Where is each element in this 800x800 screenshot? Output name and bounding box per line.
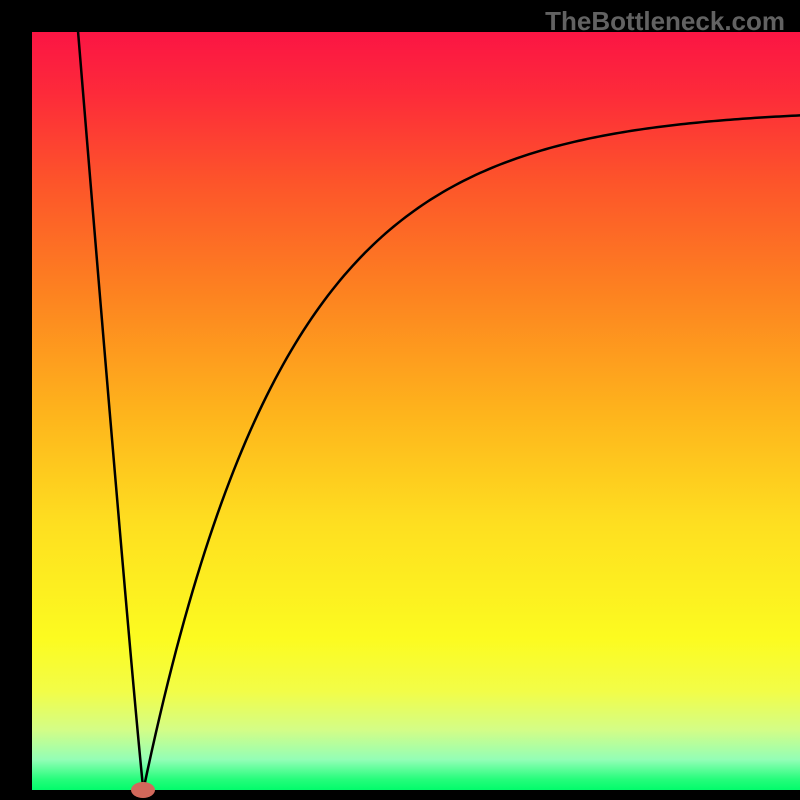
optimal-marker <box>131 782 155 798</box>
curve-segment <box>78 32 143 790</box>
bottleneck-curve <box>32 32 800 790</box>
plot-area <box>32 32 800 790</box>
curve-segment <box>143 115 800 790</box>
chart-frame: TheBottleneck.com <box>0 0 800 800</box>
